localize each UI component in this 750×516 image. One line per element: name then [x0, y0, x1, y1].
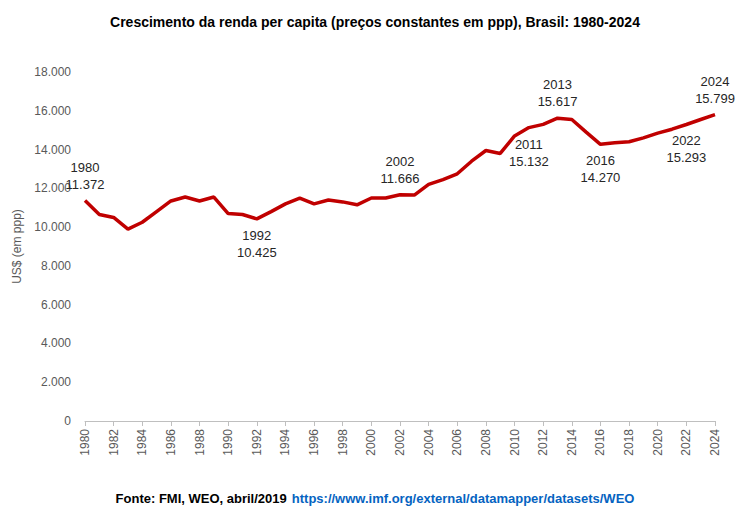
svg-text:15.799: 15.799: [695, 91, 735, 106]
svg-text:1980: 1980: [71, 160, 100, 175]
svg-text:2014: 2014: [565, 429, 579, 456]
svg-text:11.372: 11.372: [66, 177, 105, 192]
svg-text:11.666: 11.666: [381, 171, 420, 186]
svg-text:0: 0: [64, 414, 71, 428]
svg-text:2020: 2020: [651, 429, 665, 456]
svg-text:10.000: 10.000: [34, 220, 71, 234]
svg-text:2011: 2011: [515, 137, 543, 152]
svg-text:1982: 1982: [107, 429, 121, 456]
svg-text:10.425: 10.425: [237, 245, 277, 260]
svg-text:2022: 2022: [679, 429, 693, 456]
svg-text:15.617: 15.617: [538, 94, 578, 109]
svg-text:4.000: 4.000: [41, 336, 71, 350]
svg-text:2018: 2018: [622, 429, 636, 456]
svg-text:1992: 1992: [242, 228, 271, 243]
svg-text:1984: 1984: [135, 429, 149, 456]
svg-text:15.132: 15.132: [509, 154, 549, 169]
svg-text:8.000: 8.000: [41, 259, 71, 273]
svg-text:Fonte: FMI, WEO, abril/2019: Fonte: FMI, WEO, abril/2019: [116, 491, 287, 506]
svg-text:1996: 1996: [307, 429, 321, 456]
svg-text:1980: 1980: [78, 429, 92, 456]
svg-text:2012: 2012: [536, 429, 550, 456]
svg-text:2024: 2024: [701, 74, 730, 89]
svg-text:1990: 1990: [221, 429, 235, 456]
svg-text:2004: 2004: [422, 429, 436, 456]
svg-text:US$ (em ppp): US$ (em ppp): [10, 209, 24, 284]
svg-text:https://www.imf.org/external/d: https://www.imf.org/external/datamapper/…: [292, 491, 635, 506]
svg-text:2010: 2010: [508, 429, 522, 456]
svg-text:2008: 2008: [479, 429, 493, 456]
svg-text:1998: 1998: [336, 429, 350, 456]
svg-text:6.000: 6.000: [41, 298, 71, 312]
svg-text:1994: 1994: [278, 429, 292, 456]
svg-text:2002: 2002: [393, 429, 407, 456]
svg-text:Crescimento da renda per capit: Crescimento da renda per capita (preços …: [110, 14, 640, 30]
svg-text:2024: 2024: [708, 429, 722, 456]
svg-text:2002: 2002: [386, 154, 415, 169]
svg-text:14.270: 14.270: [581, 170, 621, 185]
svg-text:16.000: 16.000: [34, 104, 71, 118]
svg-text:15.293: 15.293: [666, 150, 706, 165]
svg-text:2006: 2006: [450, 429, 464, 456]
svg-text:1992: 1992: [250, 429, 264, 456]
svg-text:12.000: 12.000: [34, 181, 71, 196]
svg-text:2016: 2016: [586, 153, 615, 168]
svg-text:14.000: 14.000: [34, 143, 71, 157]
svg-text:2000: 2000: [364, 429, 378, 456]
svg-text:2022: 2022: [672, 133, 701, 148]
svg-text:2016: 2016: [593, 429, 607, 456]
svg-text:18.000: 18.000: [34, 65, 71, 79]
svg-text:2.000: 2.000: [41, 375, 71, 389]
svg-text:1988: 1988: [193, 429, 207, 456]
svg-text:2013: 2013: [543, 77, 572, 92]
svg-text:1986: 1986: [164, 429, 178, 456]
